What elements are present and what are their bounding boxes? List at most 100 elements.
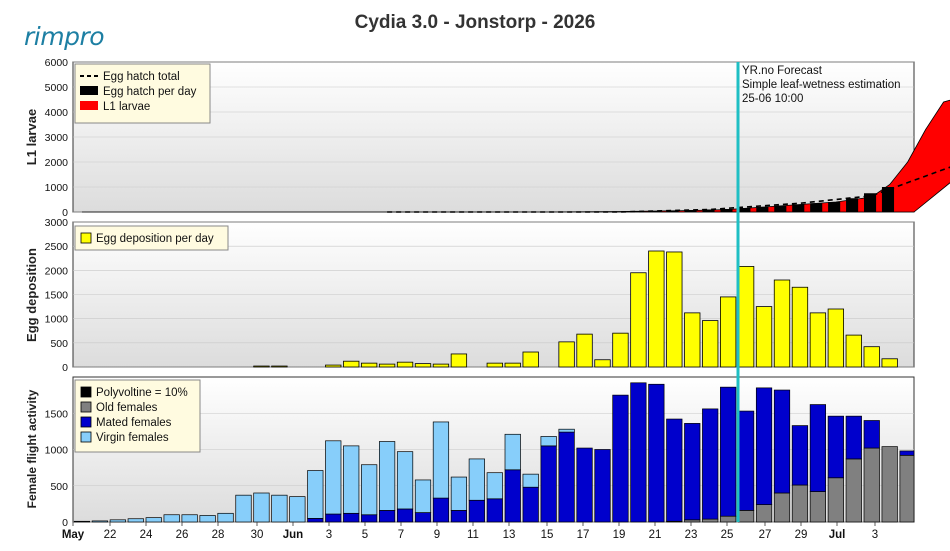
- old-females-bar: [863, 447, 880, 523]
- egg-hatch-bar: [828, 202, 841, 212]
- l1-larvae-area: [81, 99, 950, 213]
- mated-females-bar: [576, 447, 593, 523]
- x-tick-label: 30: [251, 529, 264, 541]
- egg-deposition-bar: [755, 306, 773, 368]
- egg-deposition-bar: [809, 312, 827, 368]
- virgin-females-bar: [540, 436, 557, 447]
- egg-deposition-bar: [827, 308, 844, 368]
- mated-females-bar: [379, 510, 396, 523]
- mated-females-bar: [486, 498, 503, 523]
- y-tick-label: 5000: [45, 82, 69, 94]
- virgin-females-bar: [271, 494, 288, 523]
- x-tick-label: May: [62, 529, 85, 541]
- legend-egg-hatch-per-day: Egg hatch per day: [103, 86, 197, 98]
- virgin-females-bar: [199, 515, 216, 523]
- y-tick-label: 6000: [45, 57, 69, 69]
- egg-deposition-bar: [522, 351, 539, 368]
- forecast-label-2: Simple leaf-wetness estimation: [742, 79, 901, 91]
- legend-egg-hatch-total: Egg hatch total: [103, 71, 180, 83]
- egg-deposition-bar: [648, 250, 665, 368]
- mated-females-bar: [450, 510, 467, 523]
- panel3-legend: Polyvoltine = 10% Old females Mated fema…: [74, 379, 201, 453]
- virgin-females-bar: [522, 473, 539, 488]
- legend-old-females-swatch: [80, 401, 92, 413]
- egg-deposition-bar: [720, 296, 737, 368]
- mated-females-bar: [702, 408, 719, 520]
- egg-deposition-bar: [325, 364, 342, 368]
- mated-females-bar: [468, 499, 485, 523]
- egg-deposition-bar: [702, 320, 719, 368]
- egg-deposition-bar: [360, 362, 378, 368]
- egg-deposition-bar: [630, 272, 647, 368]
- virgin-females-bar: [217, 512, 234, 523]
- egg-deposition-bar: [773, 279, 791, 368]
- egg-hatch-bar: [864, 193, 877, 212]
- virgin-females-bar: [379, 441, 396, 511]
- y-tick-label: 0: [62, 207, 68, 219]
- panel2-legend: Egg deposition per day: [74, 225, 229, 251]
- egg-deposition-bar: [343, 360, 360, 368]
- legend-virgin-females: Virgin females: [96, 432, 169, 444]
- mated-females-bar: [648, 383, 665, 523]
- old-females-bar: [881, 446, 898, 523]
- old-females-bar: [899, 454, 915, 523]
- egg-deposition-bar: [486, 362, 503, 368]
- legend-l1-larvae: L1 larvae: [103, 101, 150, 113]
- egg-deposition-bar: [594, 359, 611, 368]
- virgin-females-bar: [253, 492, 270, 523]
- legend-egg-deposition: Egg deposition per day: [96, 233, 214, 245]
- egg-deposition-bar: [450, 353, 468, 368]
- legend-polyvoltine-swatch: [80, 386, 92, 398]
- x-tick-label: 11: [467, 529, 479, 541]
- legend-mated-females-swatch: [80, 416, 92, 428]
- old-females-bar: [827, 477, 844, 523]
- old-females-bar: [845, 458, 862, 523]
- egg-deposition-bar: [737, 266, 755, 368]
- mated-females-bar: [720, 386, 737, 517]
- egg-hatch-bar: [702, 209, 715, 212]
- mated-females-bar: [773, 389, 791, 494]
- y-tick-label: 1000: [45, 182, 69, 194]
- egg-deposition-bar: [378, 363, 396, 368]
- y-tick-label: 3000: [45, 217, 69, 229]
- old-females-bar: [720, 515, 737, 523]
- x-tick-label: 27: [759, 529, 772, 541]
- x-tick-label: Jul: [829, 529, 846, 541]
- mated-females-bar: [684, 423, 701, 521]
- virgin-females-bar: [307, 470, 324, 519]
- virgin-females-bar: [486, 472, 503, 500]
- y-tick-label: 500: [50, 481, 68, 493]
- egg-deposition-bar: [612, 332, 629, 368]
- egg-hatch-bar: [666, 210, 679, 212]
- virgin-females-bar: [414, 479, 432, 513]
- y-tick-label: 1500: [45, 290, 69, 302]
- legend-egg-hatch-per-day-swatch: [80, 86, 98, 95]
- mated-females-bar: [343, 512, 360, 523]
- mated-females-bar: [666, 418, 683, 522]
- legend-egg-deposition-swatch: [80, 232, 92, 244]
- legend-mated-females: Mated females: [96, 417, 172, 429]
- egg-deposition-bar: [558, 341, 575, 368]
- egg-deposition-bar: [576, 333, 593, 368]
- mated-females-bar: [307, 518, 324, 523]
- virgin-females-bar: [343, 445, 360, 514]
- egg-deposition-bar: [684, 312, 701, 368]
- y-tick-label: 2000: [45, 157, 69, 169]
- legend-old-females: Old females: [96, 402, 158, 414]
- y-tick-label: 500: [50, 338, 68, 350]
- virgin-females-bar: [468, 458, 485, 501]
- x-tick-label: 15: [541, 529, 554, 541]
- x-tick-label: 25: [721, 529, 734, 541]
- mated-females-bar: [594, 449, 611, 523]
- egg-hatch-bar: [881, 187, 895, 212]
- virgin-females-bar: [450, 476, 467, 511]
- legend-virgin-females-swatch: [80, 431, 92, 443]
- panel3-ylabel: Female flight activity: [25, 389, 39, 508]
- y-tick-label: 2000: [45, 265, 69, 277]
- panel2-ylabel: Egg deposition: [24, 248, 39, 342]
- virgin-females-bar: [145, 517, 162, 523]
- egg-hatch-bar: [792, 204, 805, 212]
- mated-females-bar: [396, 508, 414, 523]
- x-tick-label: 13: [503, 529, 516, 541]
- mated-females-bar: [809, 404, 827, 492]
